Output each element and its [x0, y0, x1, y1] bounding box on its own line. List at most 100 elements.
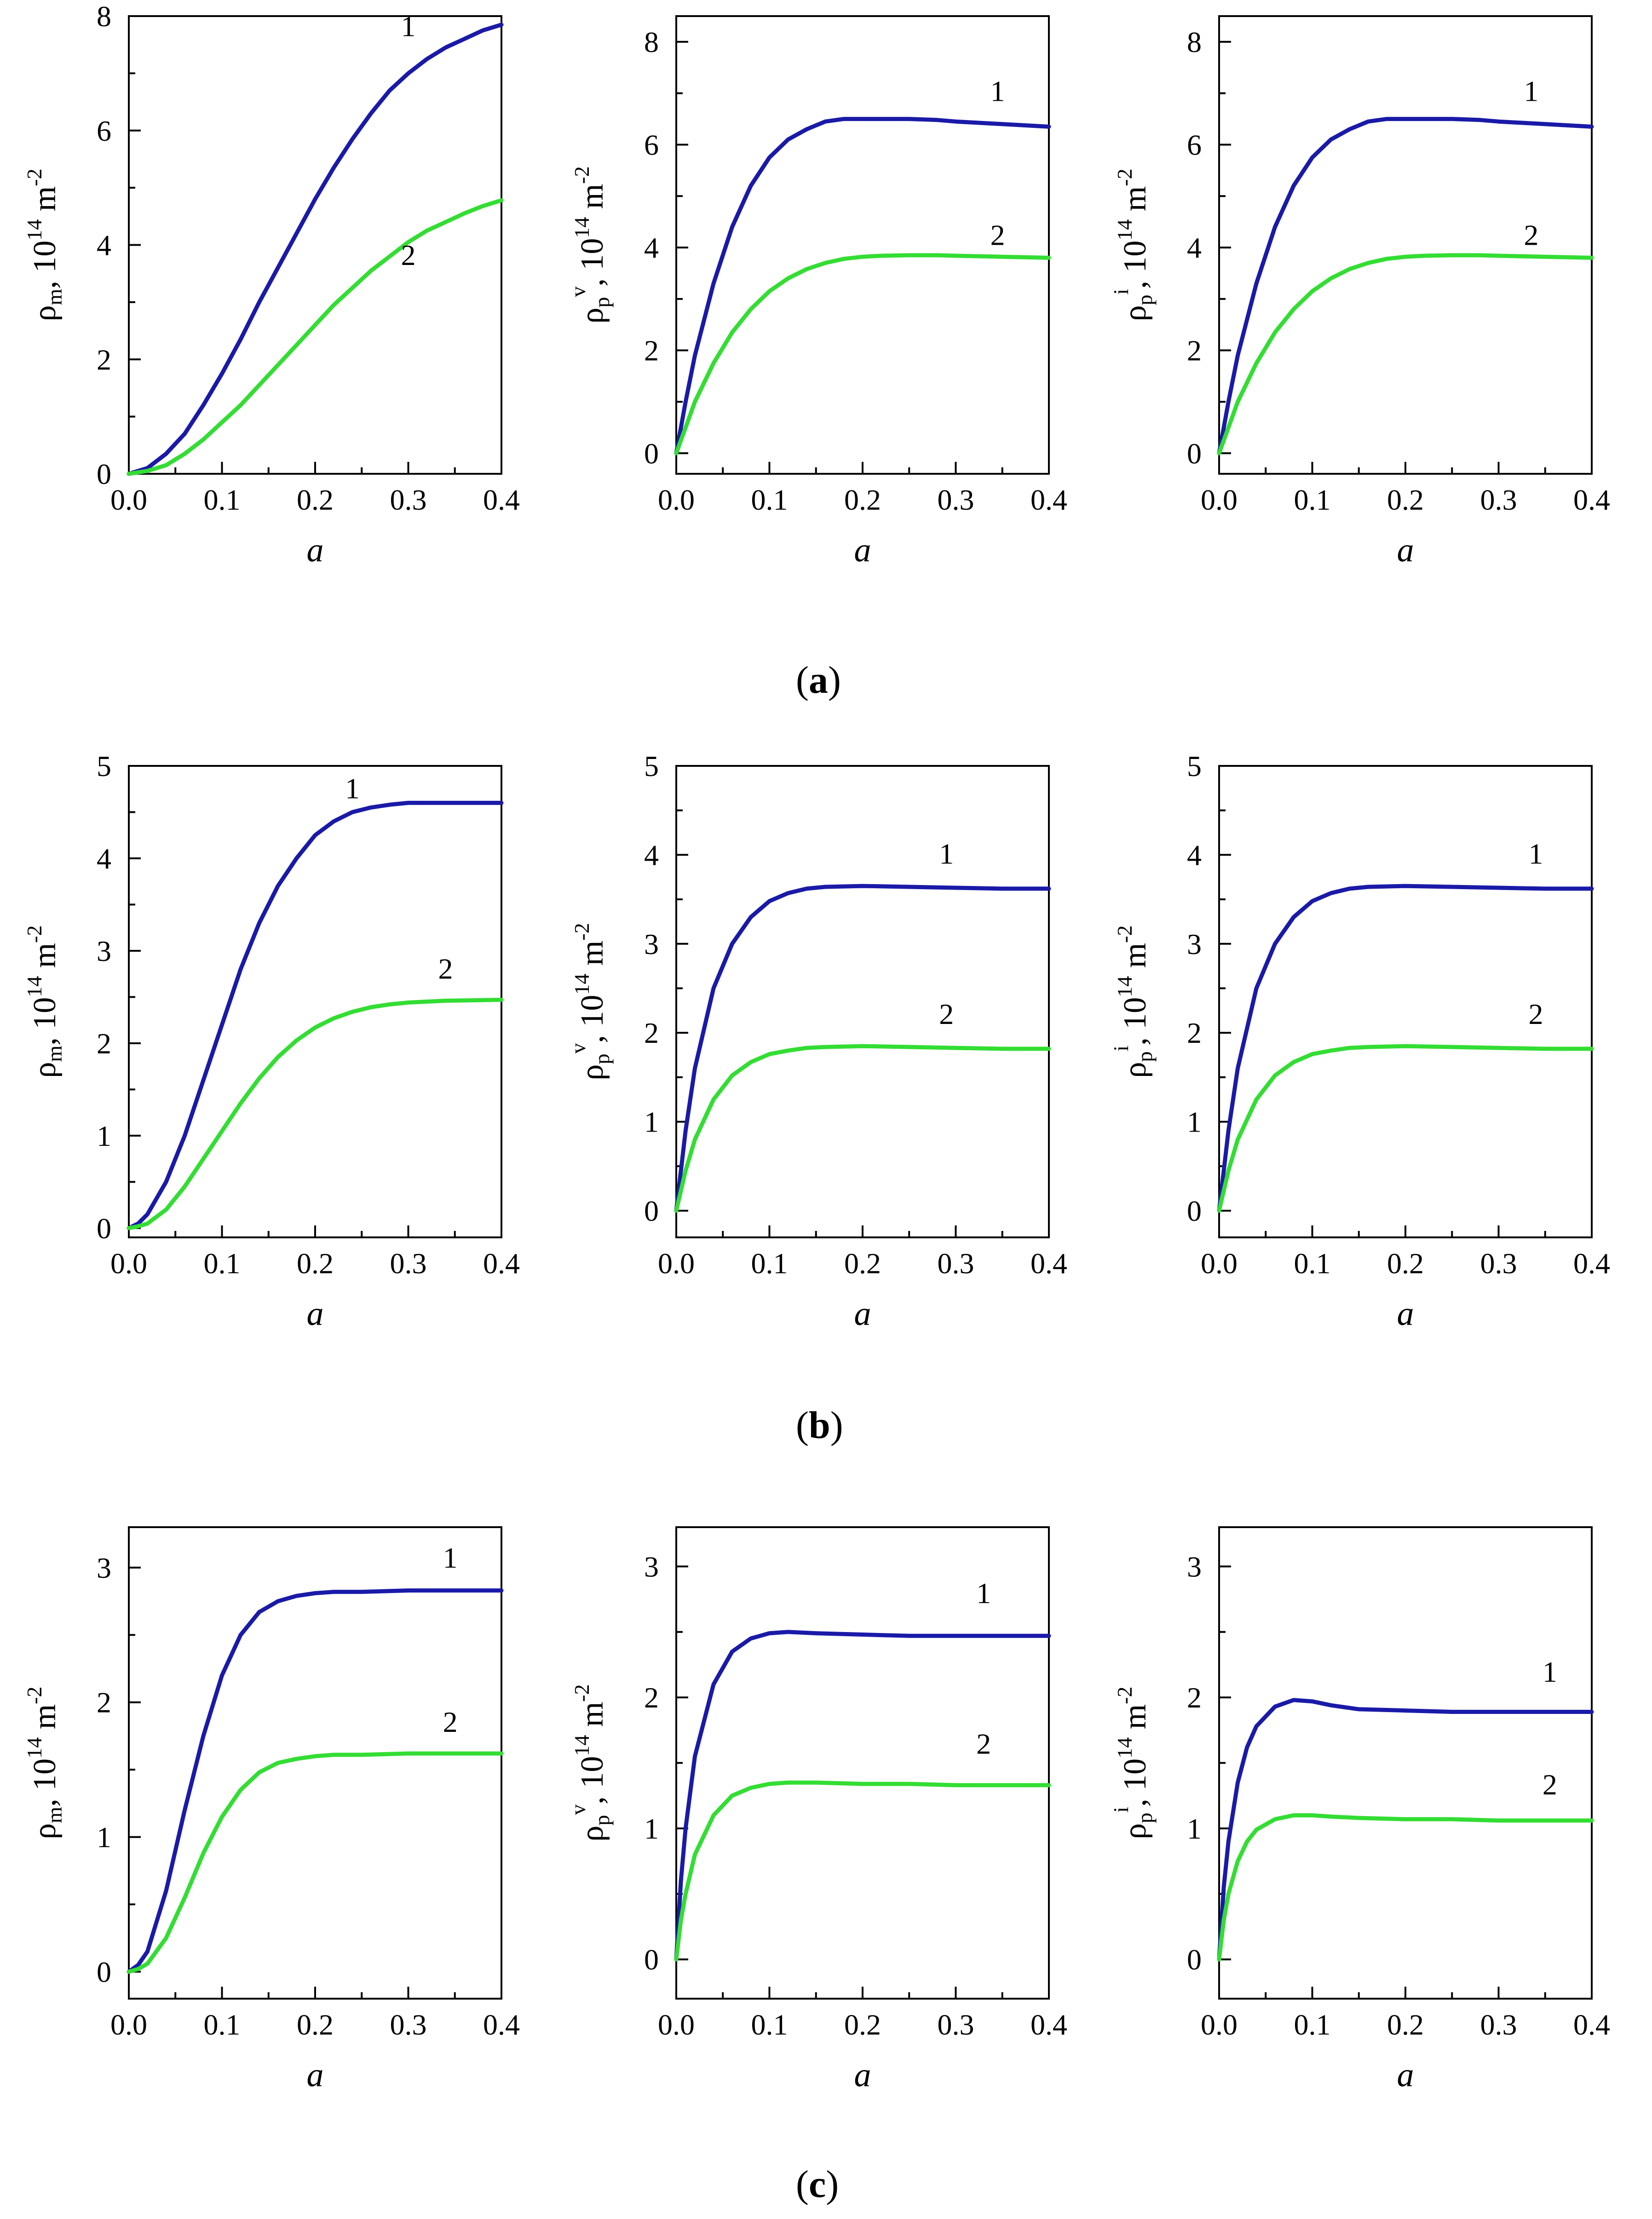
- x-tick-label: 0.2: [1387, 2008, 1424, 2041]
- y-tick-label: 5: [1187, 750, 1202, 782]
- y-title-unit-exponent-2: -2: [23, 926, 46, 943]
- x-tick-label: 0.4: [483, 483, 520, 516]
- y-axis-title: ρm, 1014 m-2: [23, 169, 66, 322]
- y-axis-title: ρpv, 1014 m-2: [566, 923, 614, 1080]
- y-title-subscript: p: [1133, 295, 1157, 305]
- series-line-1: [1217, 884, 1594, 1213]
- x-tick-label: 0.4: [1030, 1247, 1067, 1280]
- y-tick-label: 0: [644, 437, 659, 470]
- y-title-unit: m: [575, 184, 610, 217]
- y-tick-label: 2: [97, 343, 111, 376]
- curve-label-2: 2: [976, 1728, 991, 1760]
- x-tick-label: 0.4: [1030, 483, 1067, 516]
- curve-label-1: 1: [939, 838, 954, 870]
- x-tick-label: 0.3: [938, 2008, 974, 2041]
- y-tick-label: 0: [644, 1943, 659, 1976]
- curve-label-2: 2: [401, 239, 416, 271]
- x-axis-title: a: [307, 1295, 324, 1333]
- y-tick-label: 2: [97, 1686, 111, 1719]
- x-tick-label: 0.2: [297, 483, 334, 516]
- x-tick-label: 0.1: [751, 483, 788, 516]
- series-line-1: [674, 884, 1051, 1213]
- x-tick-label: 0.1: [204, 2008, 241, 2041]
- curve-label-1: 1: [401, 10, 416, 43]
- chart-a-3: 0.0 0.1 0.2 0.3 0.4 0 2 4 6 8 a ρpi, 1014 m-2 1 2: [1109, 15, 1610, 569]
- y-title-unit-exponent-2: -2: [570, 923, 593, 940]
- x-tick-label: 0.2: [1387, 1247, 1424, 1280]
- y-title-subscript: p: [1133, 1052, 1157, 1062]
- y-title-symbol: ρ: [575, 308, 610, 324]
- y-tick-label: 6: [97, 115, 111, 147]
- y-tick-label: 0: [97, 458, 111, 490]
- y-tick-label: 0: [1187, 437, 1202, 470]
- x-tick-label: 0.0: [658, 2008, 695, 2041]
- x-tick-label: 0.3: [1480, 1247, 1517, 1280]
- curve-label-1: 1: [443, 1541, 458, 1574]
- curve-label-2: 2: [438, 952, 453, 985]
- y-title-symbol: ρ: [27, 1062, 63, 1078]
- y-title-symbol: ρ: [575, 1826, 610, 1842]
- y-tick-label: 1: [97, 1821, 111, 1854]
- y-tick-label: 2: [1187, 1681, 1202, 1714]
- y-title-subscript: p: [590, 1815, 614, 1826]
- y-tick-label: 2: [97, 1027, 111, 1060]
- y-title-superscript: i: [1109, 289, 1133, 295]
- x-tick-label: 0.2: [844, 483, 881, 516]
- y-title-unit-exponent-2: -2: [1113, 1687, 1136, 1704]
- x-tick-label: 0.3: [390, 2008, 427, 2041]
- x-tick-label: 0.4: [483, 1247, 520, 1280]
- x-tick-label: 0.2: [844, 1247, 881, 1280]
- y-tick-label: 4: [644, 839, 659, 871]
- y-tick-label: 1: [644, 1812, 659, 1845]
- series-line-2: [1217, 253, 1594, 455]
- y-title-unit-exponent: 14: [23, 219, 46, 241]
- curve-label-1: 1: [1529, 838, 1543, 870]
- curve-label-2: 2: [1543, 1768, 1557, 1801]
- y-tick-label: 3: [1187, 1550, 1202, 1583]
- x-tick-label: 0.0: [658, 1247, 695, 1280]
- y-title-unit-prefix: , 10: [575, 238, 610, 287]
- x-tick-label: 0.4: [1573, 2008, 1610, 2041]
- curve-label-1: 1: [1543, 1656, 1557, 1688]
- chart-c-3: 0.0 0.1 0.2 0.3 0.4 0 1 2 3 a ρpi, 1014 m-2 1 2: [1109, 1526, 1610, 2094]
- plot-frame: [1218, 1526, 1593, 2000]
- x-tick-label: 0.3: [390, 483, 427, 516]
- y-tick-label: 6: [1187, 128, 1202, 161]
- x-tick-label: 0.1: [204, 1247, 241, 1280]
- y-tick-label: 4: [1187, 839, 1202, 871]
- y-title-unit: m: [27, 186, 63, 219]
- series-line-2: [127, 198, 504, 476]
- y-tick-label: 3: [644, 1550, 659, 1583]
- plot-frame: [128, 1526, 502, 2000]
- y-title-superscript: v: [566, 1043, 590, 1054]
- y-title-unit: m: [575, 1702, 610, 1735]
- y-axis-title: ρm, 1014 m-2: [23, 926, 66, 1078]
- y-title-unit-exponent: 14: [23, 1737, 46, 1759]
- x-tick-label: 0.4: [1573, 1247, 1610, 1280]
- y-title-subscript: p: [1133, 1813, 1157, 1823]
- curve-label-2: 2: [1524, 219, 1538, 252]
- y-title-subscript: p: [590, 297, 614, 308]
- y-title-unit: m: [27, 943, 63, 976]
- y-title-unit-exponent-2: -2: [1113, 169, 1136, 186]
- y-tick-label: 0: [1187, 1943, 1202, 1976]
- plot-frame: [675, 1526, 1050, 2000]
- series-line-1: [674, 1630, 1051, 1962]
- y-tick-label: 8: [644, 26, 659, 58]
- series-line-2: [127, 998, 504, 1230]
- y-title-unit-exponent: 14: [570, 1735, 593, 1756]
- y-tick-label: 2: [1187, 334, 1202, 367]
- y-title-unit-exponent: 14: [1113, 219, 1136, 241]
- series-line-1: [1217, 1698, 1594, 1962]
- y-tick-label: 2: [644, 1017, 659, 1049]
- y-title-subscript: m: [43, 289, 66, 305]
- x-tick-label: 0.3: [938, 483, 974, 516]
- y-title-subscript: p: [590, 1054, 614, 1064]
- x-tick-label: 0.1: [1294, 1247, 1331, 1280]
- y-tick-label: 5: [97, 750, 111, 782]
- y-title-unit-exponent-2: -2: [570, 166, 593, 184]
- y-title-unit: m: [575, 941, 610, 974]
- x-tick-label: 0.3: [938, 1247, 974, 1280]
- x-tick-label: 0.4: [483, 2008, 520, 2041]
